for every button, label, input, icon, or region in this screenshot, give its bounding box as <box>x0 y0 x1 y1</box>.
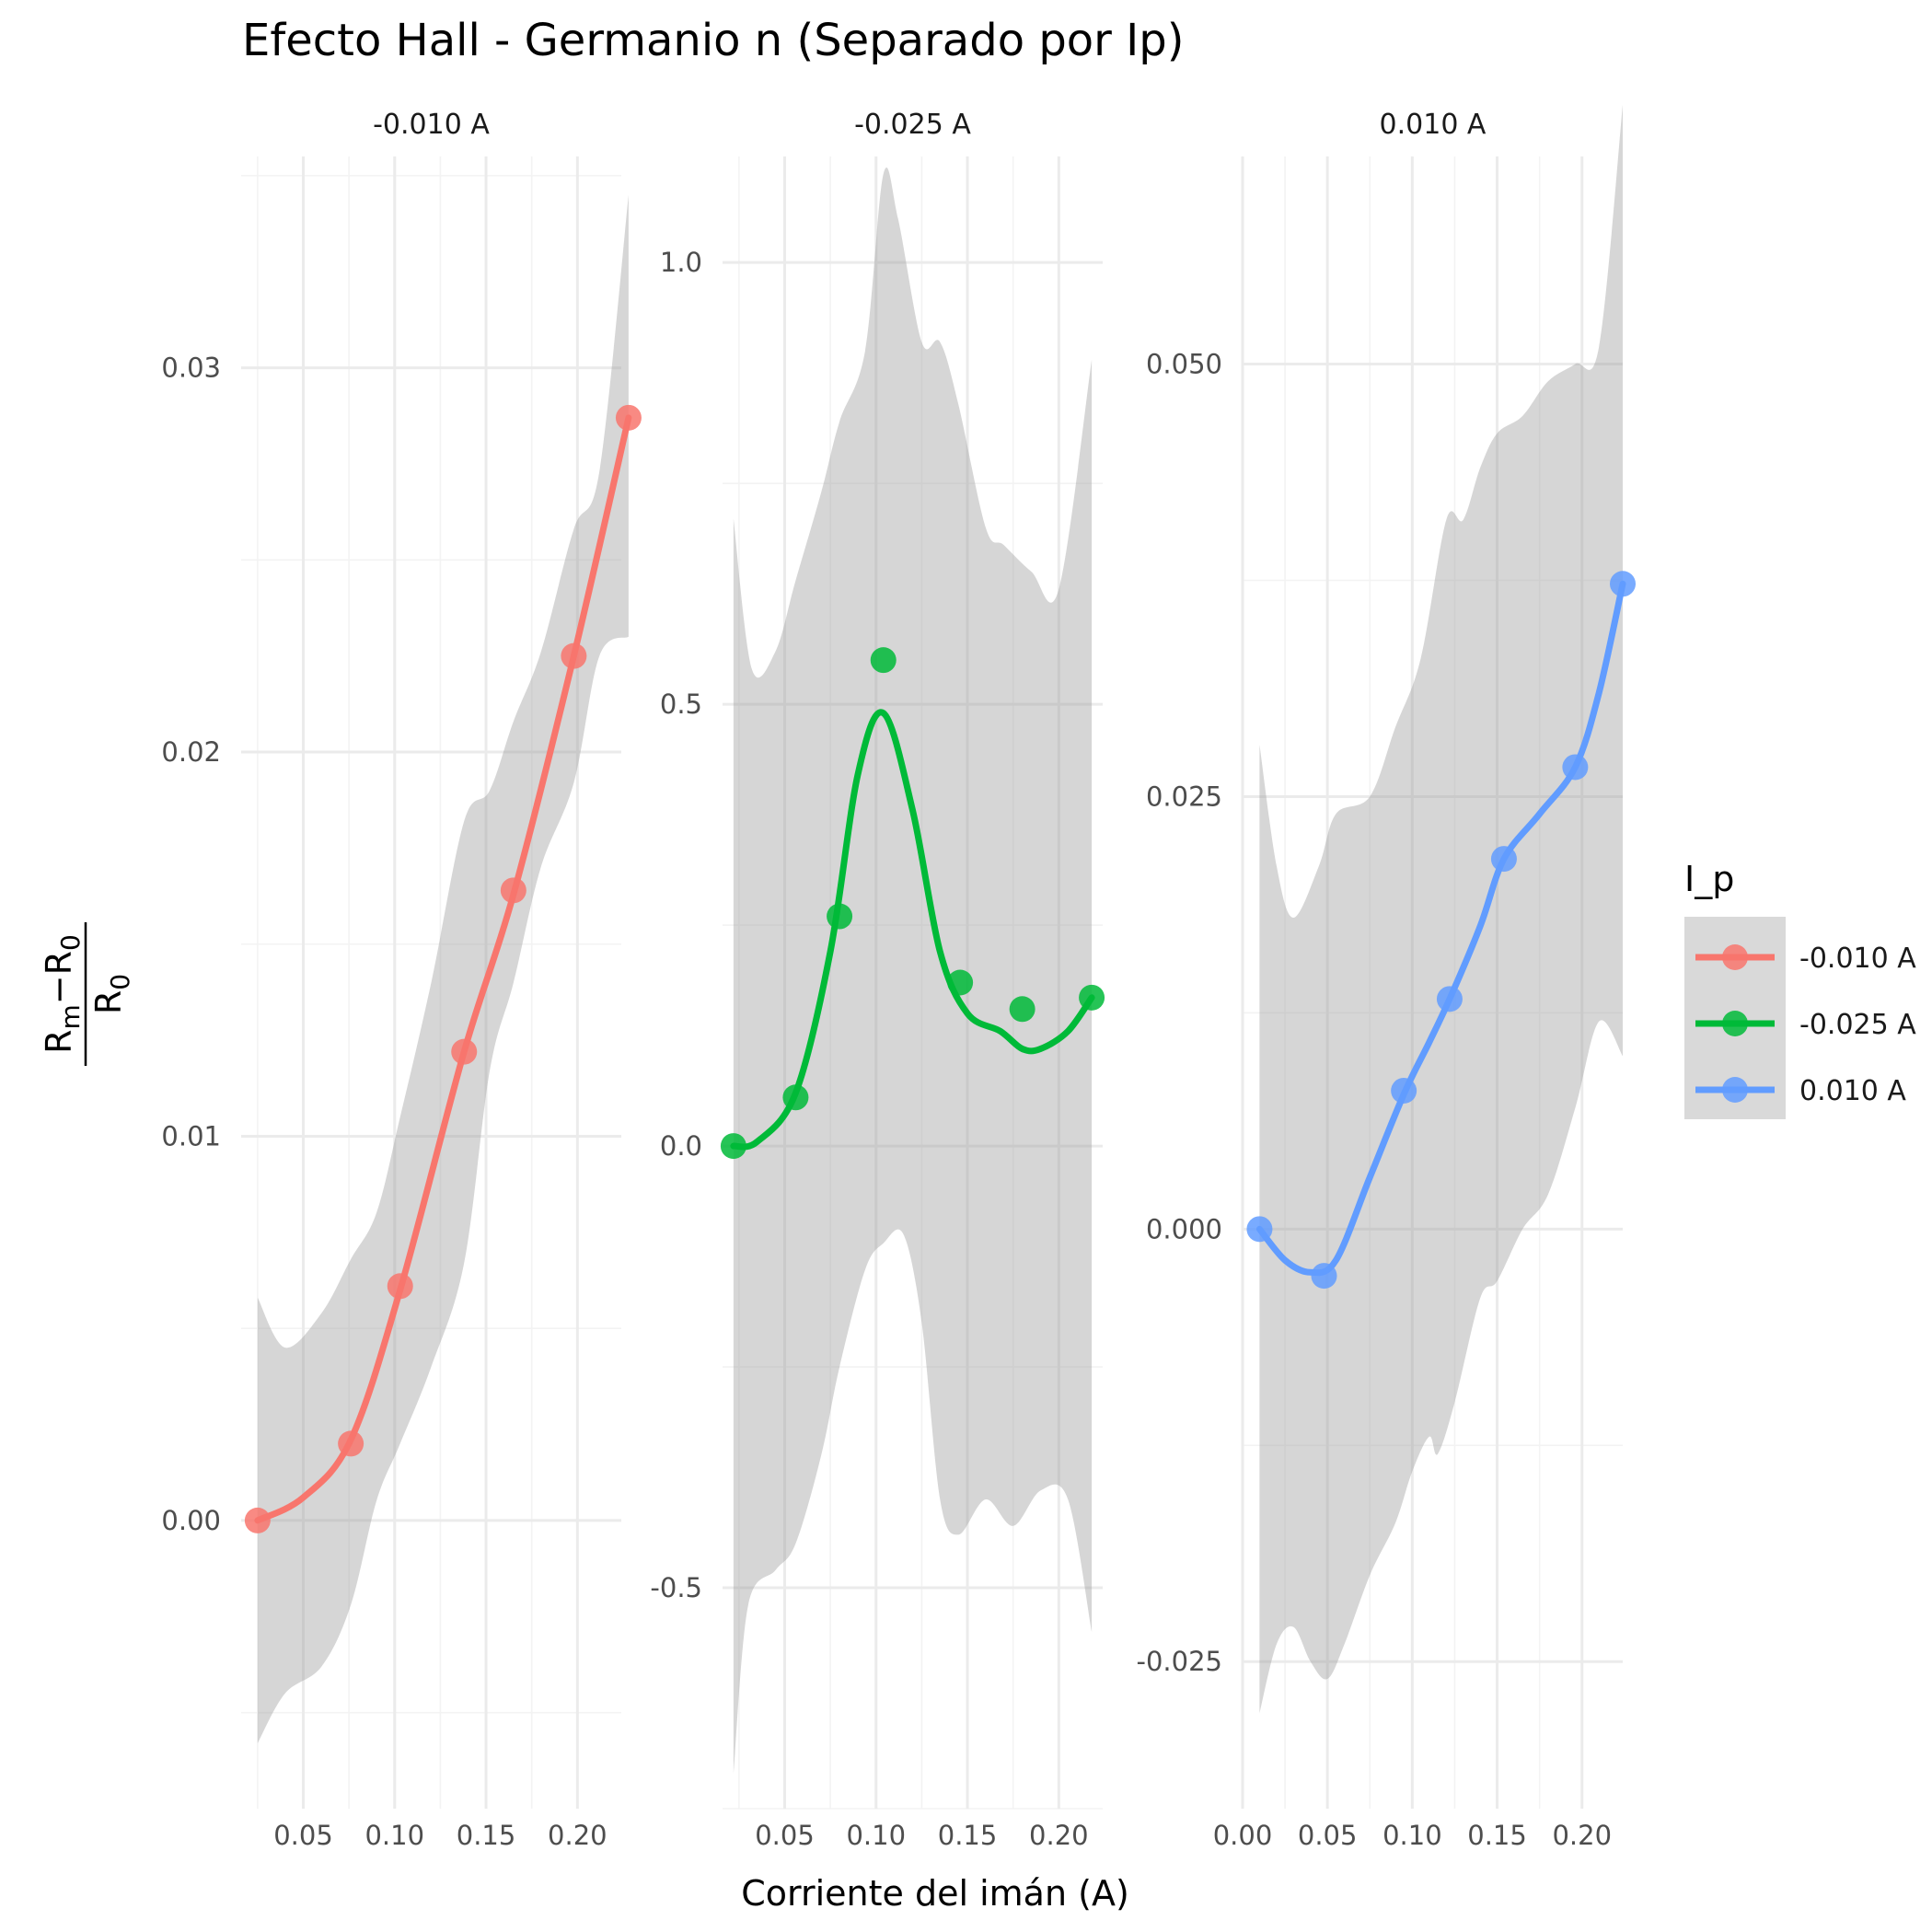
data-point <box>870 647 897 674</box>
facet-strip-label: -0.025 A <box>854 109 971 141</box>
data-point <box>720 1133 746 1160</box>
x-tick-label: 0.05 <box>273 1820 333 1851</box>
legend-item: -0.025 A <box>1695 1009 1916 1041</box>
facet-strip-label: -0.010 A <box>373 109 490 141</box>
facet-panel-3: 0.010 A -0.025 0.000 0.025 0.050 0.00 0.05 0.10… <box>1137 104 1636 1851</box>
legend-items: -0.010 A -0.025 A 0.010 A <box>1695 943 1916 1107</box>
y-label-num-minus: −R <box>39 951 79 1004</box>
y-tick-label: 0.0 <box>660 1130 702 1162</box>
grid <box>1241 156 1623 1809</box>
chart-title: Efecto Hall - Germanio n (Separado por I… <box>242 15 1185 66</box>
confidence-band <box>257 194 629 1744</box>
x-tick-label: 0.15 <box>938 1820 998 1851</box>
data-point <box>1079 984 1105 1011</box>
facet-panel-2: -0.025 A -0.5 0.0 0.5 1.0 0.05 0.10 0.15 0.20 <box>650 109 1105 1851</box>
y-tick-label: 0.00 <box>161 1505 221 1536</box>
data-point <box>1246 1216 1273 1243</box>
data-point <box>1391 1077 1417 1104</box>
x-axis-label: Corriente del imán (A) <box>741 1873 1129 1914</box>
y-tick-label: 0.5 <box>660 688 702 720</box>
x-tick-label: 0.20 <box>1029 1820 1089 1851</box>
data-point <box>387 1273 413 1300</box>
smooth-line <box>730 709 1095 1151</box>
data-point <box>1610 571 1636 597</box>
data-point <box>500 877 526 904</box>
legend-key-point <box>1722 944 1748 970</box>
legend-item: -0.010 A <box>1695 943 1916 975</box>
x-tick-label: 0.05 <box>1298 1820 1358 1851</box>
legend-label: -0.010 A <box>1799 943 1916 975</box>
data-point <box>561 642 587 669</box>
data-point <box>827 903 853 930</box>
legend-key-point <box>1722 1077 1748 1103</box>
data-point <box>1311 1263 1337 1290</box>
y-tick-label: 1.0 <box>660 247 702 278</box>
y-tick-label: 0.03 <box>161 353 221 384</box>
x-tick-label: 0.10 <box>846 1820 906 1851</box>
data-point <box>1562 754 1589 781</box>
y-axis-label-numerator: Rm−R0 <box>39 934 86 1054</box>
x-tick-label: 0.10 <box>1382 1820 1442 1851</box>
y-axis-label: Rm−R0 R0 <box>39 922 135 1066</box>
data-point <box>1436 986 1463 1012</box>
legend-title: I_p <box>1684 859 1734 899</box>
y-tick-label: -0.5 <box>650 1572 702 1603</box>
y-label-num-sub2: 0 <box>55 934 86 951</box>
x-tick-label: 0.20 <box>548 1820 607 1851</box>
data-point <box>1009 996 1035 1023</box>
data-point <box>1490 846 1517 873</box>
legend-label: 0.010 A <box>1799 1075 1906 1107</box>
y-label-num-sub1: m <box>55 1004 86 1029</box>
y-label-den-sub: 0 <box>105 974 135 990</box>
x-tick-label: 0.15 <box>1467 1820 1527 1851</box>
y-tick-label: -0.025 <box>1137 1646 1223 1677</box>
data-point <box>338 1430 364 1457</box>
y-tick-label: 0.000 <box>1146 1213 1222 1244</box>
y-axis-label-denominator: R0 <box>88 974 135 1014</box>
x-tick-label: 0.20 <box>1552 1820 1612 1851</box>
y-tick-label: 0.01 <box>161 1120 221 1151</box>
facet-panel-1: -0.010 A 0.00 0.01 0.02 0.03 0.05 0.10 0.15 0.20 <box>161 109 642 1851</box>
y-label-num-main: R <box>39 1029 79 1053</box>
legend-label: -0.025 A <box>1799 1009 1916 1041</box>
grid <box>241 156 621 1809</box>
confidence-band <box>733 168 1093 1774</box>
legend-key-point <box>1722 1011 1748 1036</box>
x-tick-label: 0.00 <box>1213 1820 1273 1851</box>
x-tick-label: 0.15 <box>457 1820 516 1851</box>
data-point <box>615 404 642 431</box>
data-point <box>451 1038 478 1065</box>
data-point <box>244 1507 271 1533</box>
facet-strip-label: 0.010 A <box>1380 109 1487 141</box>
x-tick-label: 0.10 <box>364 1820 424 1851</box>
data-point <box>947 969 974 996</box>
legend: I_p -0.010 A -0.025 A 0.010 A <box>1684 859 1916 1119</box>
confidence-band <box>1259 104 1623 1714</box>
grid <box>723 156 1103 1810</box>
y-tick-label: 0.02 <box>161 736 221 768</box>
y-tick-label: 0.050 <box>1146 349 1222 380</box>
facet-panels: -0.010 A 0.00 0.01 0.02 0.03 0.05 0.10 0.15 0.20… <box>161 104 1636 1851</box>
legend-item: 0.010 A <box>1695 1075 1906 1107</box>
x-tick-label: 0.05 <box>755 1820 815 1851</box>
y-tick-label: 0.025 <box>1146 781 1222 812</box>
y-label-den-main: R <box>88 990 129 1014</box>
data-point <box>782 1084 809 1111</box>
